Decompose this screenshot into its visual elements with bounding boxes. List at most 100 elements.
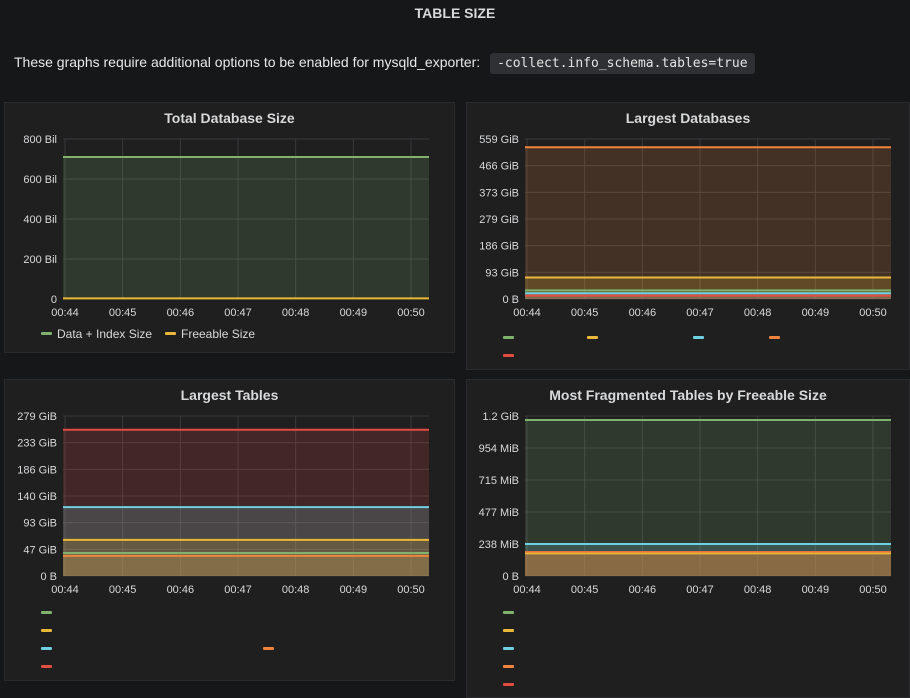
legend-swatch — [503, 683, 514, 687]
panel-largest-tables[interactable]: Largest Tables 279 GiB 233 GiB 186 GiB 140 … — [4, 379, 455, 681]
x-tick-label: 00:45 — [571, 307, 599, 319]
x-tick-label: 00:46 — [629, 584, 657, 596]
y-tick-label: 238 MiB — [479, 539, 519, 551]
legend-swatch — [41, 647, 52, 651]
x-tick-label: 00:46 — [167, 307, 195, 319]
y-tick-label: 954 MiB — [479, 443, 519, 455]
x-tick-label: 00:48 — [744, 307, 772, 319]
legend-swatch — [503, 611, 514, 615]
x-tick-label: 00:47 — [224, 307, 252, 319]
series-area — [525, 295, 891, 299]
y-tick-label: 233 GiB — [17, 438, 57, 450]
x-tick-label: 00:48 — [744, 584, 772, 596]
legend-item[interactable] — [769, 331, 785, 345]
y-tick-label: 0 — [51, 294, 57, 306]
legend-item[interactable] — [41, 660, 57, 674]
panel-title[interactable]: Most Fragmented Tables by Freeable Size — [549, 387, 827, 403]
legend-item[interactable]: Freeable Size — [165, 327, 255, 341]
series-area — [63, 539, 429, 576]
legend-item[interactable] — [41, 606, 57, 620]
series-area — [63, 429, 429, 576]
legend-item[interactable] — [41, 642, 57, 656]
x-tick-label: 00:47 — [686, 307, 714, 319]
legend-swatch — [41, 629, 52, 633]
legend-item[interactable] — [263, 642, 279, 656]
legend-item[interactable] — [503, 349, 519, 363]
series-area — [525, 552, 891, 576]
legend-item[interactable] — [693, 331, 709, 345]
x-tick-label: 00:46 — [167, 584, 195, 596]
y-tick-label: 186 GiB — [17, 464, 57, 476]
legend-swatch — [263, 647, 274, 651]
series-area — [525, 420, 891, 576]
x-tick-label: 00:44 — [51, 307, 79, 319]
series-area — [525, 552, 891, 576]
legend-swatch — [769, 336, 780, 340]
chart-svg: 279 GiB 233 GiB 186 GiB 140 GiB 93 GiB 47 GiB… — [17, 411, 429, 596]
chart-svg: 800 Bil 600 Bil 400 Bil 200 Bil 000:44 00:45 0… — [23, 134, 429, 319]
legend-item[interactable] — [503, 678, 519, 692]
legend-swatch — [503, 647, 514, 651]
series-area — [63, 157, 429, 299]
x-tick-label: 00:44 — [513, 307, 541, 319]
panel-total-database-size[interactable]: Total Database Size 800 Bil 600 Bil 400 Bi… — [4, 102, 455, 353]
legend-swatch — [503, 629, 514, 633]
y-tick-label: 0 B — [502, 571, 519, 583]
x-tick-label: 00:50 — [859, 307, 887, 319]
y-tick-label: 47 GiB — [23, 544, 57, 556]
options-note-text: These graphs require additional options … — [14, 54, 481, 70]
series-area — [63, 553, 429, 576]
legend-label: Freeable Size — [181, 327, 256, 341]
chart-svg: 559 GiB 466 GiB 373 GiB 279 GiB 186 GiB 93 Gi… — [479, 134, 891, 319]
panel-title[interactable]: Largest Tables — [180, 387, 279, 403]
x-tick-label: 00:50 — [397, 584, 425, 596]
panel-most-fragmented-tables[interactable]: Most Fragmented Tables by Freeable Size … — [466, 379, 910, 698]
x-tick-label: 00:44 — [51, 584, 79, 596]
options-note-code: -collect.info_schema.tables=true — [490, 53, 755, 74]
legend-swatch — [693, 336, 704, 340]
x-tick-label: 00:49 — [340, 584, 368, 596]
legend-swatch — [587, 336, 598, 340]
y-tick-label: 715 MiB — [479, 475, 519, 487]
legend-swatch — [41, 665, 52, 669]
row-title[interactable]: TABLE SIZE — [414, 5, 496, 21]
legend-item[interactable] — [503, 624, 519, 638]
legend-item[interactable]: Data + Index Size — [41, 327, 152, 341]
legend-item[interactable] — [503, 331, 519, 345]
series-area — [525, 553, 891, 576]
y-tick-label: 140 GiB — [17, 491, 57, 503]
x-tick-label: 00:47 — [686, 584, 714, 596]
panel-largest-databases[interactable]: Largest Databases 559 GiB 466 GiB 373 GiB 2… — [466, 102, 910, 370]
panel-title[interactable]: Largest Databases — [625, 110, 751, 126]
y-tick-label: 400 Bil — [23, 214, 57, 226]
panel-title[interactable]: Total Database Size — [164, 110, 295, 126]
legend-item[interactable] — [41, 624, 57, 638]
x-tick-label: 00:47 — [224, 584, 252, 596]
legend-item[interactable] — [503, 660, 519, 674]
series-area — [525, 147, 891, 299]
x-tick-label: 00:49 — [802, 584, 830, 596]
legend-item[interactable] — [503, 642, 519, 656]
x-tick-label: 00:49 — [340, 307, 368, 319]
legend-item[interactable] — [587, 331, 603, 345]
y-tick-label: 0 B — [502, 294, 519, 306]
x-tick-label: 00:48 — [282, 307, 310, 319]
y-tick-label: 559 GiB — [479, 134, 519, 146]
y-tick-label: 279 GiB — [17, 411, 57, 423]
y-tick-label: 600 Bil — [23, 174, 57, 186]
legend-item[interactable] — [503, 606, 519, 620]
y-tick-label: 200 Bil — [23, 254, 57, 266]
y-tick-label: 1.2 GiB — [482, 411, 519, 423]
series-area — [63, 507, 429, 576]
y-tick-label: 93 GiB — [485, 267, 519, 279]
options-note: These graphs require additional options … — [14, 53, 755, 74]
x-tick-label: 00:48 — [282, 584, 310, 596]
x-tick-label: 00:44 — [513, 584, 541, 596]
series-area — [63, 555, 429, 576]
legend-swatch — [41, 611, 52, 615]
legend-swatch — [503, 354, 514, 358]
plot-area — [525, 416, 891, 576]
y-tick-label: 186 GiB — [479, 241, 519, 253]
x-tick-label: 00:49 — [802, 307, 830, 319]
